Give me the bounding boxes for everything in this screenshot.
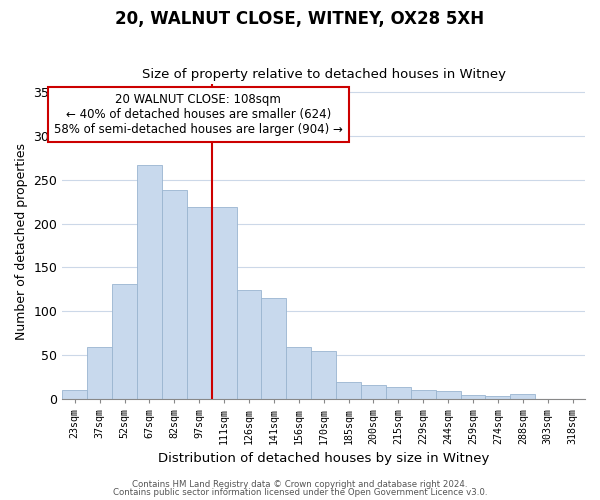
Bar <box>87 347 112 399</box>
Text: 20, WALNUT CLOSE, WITNEY, OX28 5XH: 20, WALNUT CLOSE, WITNEY, OX28 5XH <box>115 10 485 28</box>
Bar <box>137 165 162 398</box>
Bar <box>386 388 411 398</box>
Bar <box>511 394 535 398</box>
Bar <box>485 396 511 398</box>
Bar <box>461 395 485 398</box>
Text: Contains HM Land Registry data © Crown copyright and database right 2024.: Contains HM Land Registry data © Crown c… <box>132 480 468 489</box>
Bar <box>286 347 311 399</box>
Text: 20 WALNUT CLOSE: 108sqm
← 40% of detached houses are smaller (624)
58% of semi-d: 20 WALNUT CLOSE: 108sqm ← 40% of detache… <box>54 93 343 136</box>
Bar <box>336 382 361 398</box>
Bar <box>311 350 336 399</box>
Text: Contains public sector information licensed under the Open Government Licence v3: Contains public sector information licen… <box>113 488 487 497</box>
Bar <box>436 391 461 398</box>
Y-axis label: Number of detached properties: Number of detached properties <box>15 142 28 340</box>
Bar <box>212 207 236 398</box>
Bar <box>187 207 212 398</box>
Bar <box>262 298 286 398</box>
Bar <box>112 284 137 399</box>
Bar <box>62 390 87 398</box>
Bar <box>162 190 187 398</box>
Bar <box>411 390 436 398</box>
X-axis label: Distribution of detached houses by size in Witney: Distribution of detached houses by size … <box>158 452 490 465</box>
Bar <box>236 290 262 399</box>
Title: Size of property relative to detached houses in Witney: Size of property relative to detached ho… <box>142 68 506 81</box>
Bar <box>361 384 386 398</box>
